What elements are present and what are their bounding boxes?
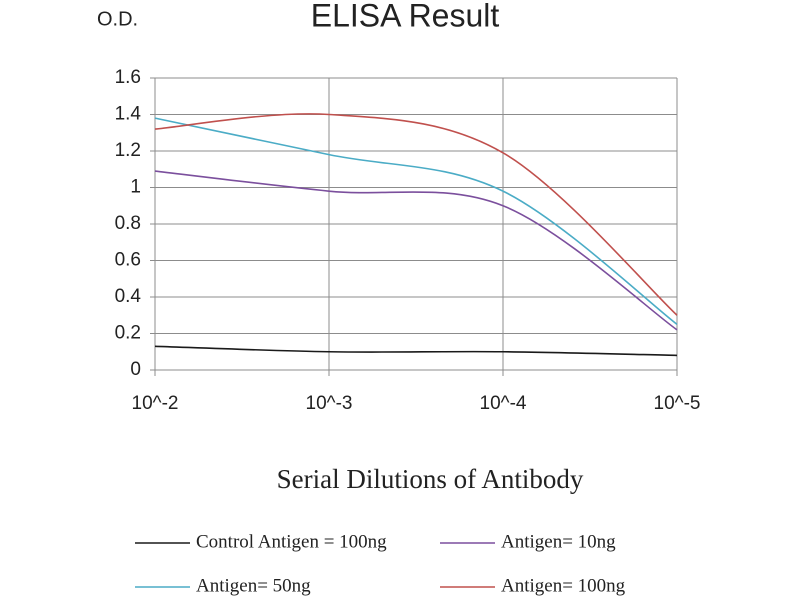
chart-title: ELISA Result (311, 0, 500, 33)
x-axis-label: Serial Dilutions of Antibody (277, 464, 584, 494)
y-axis-label: O.D. (97, 8, 138, 30)
y-tick-label: 0 (130, 359, 141, 380)
series-line (154, 170, 678, 331)
legend-label: Antigen= 10ng (501, 531, 616, 552)
y-tick-label: 1.6 (115, 67, 141, 88)
series-line (154, 117, 678, 326)
legend-label: Antigen= 50ng (196, 575, 311, 596)
x-tick-label: 10^-5 (654, 393, 701, 414)
series-line (154, 345, 678, 357)
x-tick-label: 10^-4 (480, 393, 527, 414)
y-tick-label: 0.4 (115, 286, 142, 307)
y-tick-label: 1 (130, 177, 141, 198)
series-line (154, 113, 678, 316)
y-tick-label: 1.2 (115, 140, 141, 161)
y-tick-label: 1.4 (115, 104, 142, 125)
legend-label: Antigen= 100ng (501, 575, 626, 596)
y-tick-label: 0.2 (115, 323, 141, 344)
y-tick-label: 0.6 (115, 250, 141, 271)
y-tick-label: 0.8 (115, 213, 141, 234)
x-tick-label: 10^-3 (306, 393, 353, 414)
x-tick-label: 10^-2 (132, 393, 179, 414)
legend-label: Control Antigen = 100ng (196, 531, 387, 552)
